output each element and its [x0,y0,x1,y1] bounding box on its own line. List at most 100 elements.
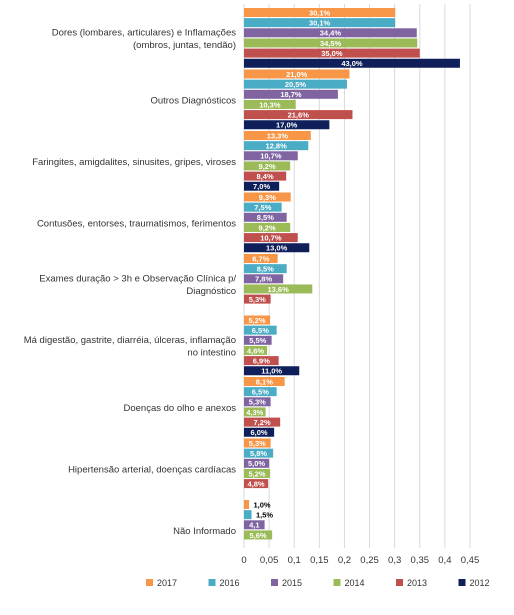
data-label: 4,1 [249,521,259,530]
data-label: 1,0% [253,500,270,509]
bar-2017 [244,131,311,140]
x-tick-label: 0,1 [288,555,301,566]
legend-label: 2013 [407,578,427,588]
data-label: 8,4% [257,172,274,181]
bar-2015 [244,458,270,468]
data-label: 6,5% [252,388,269,397]
category-label: Dores (lombares, articulares) e Inflamaç… [52,28,237,39]
data-label: 7,8% [255,275,272,284]
legend-label: 2016 [220,578,240,588]
bar-2017 [244,438,271,448]
data-labels: 30,1%30,1%34,4%34,5%35,0%43,0%21,0%20,5%… [246,8,363,539]
bar-2017 [244,500,250,509]
bar-2016 [244,387,277,397]
data-label: 7,5% [254,203,271,212]
data-label: 8,5% [257,213,274,222]
data-label: 7,2% [254,418,271,427]
bar-2014 [244,345,268,355]
data-label: 10,7% [260,152,282,161]
bar-2015 [244,28,417,38]
bar-2016 [244,18,396,28]
category-label: Contusões, entorses, traumatismos, ferim… [37,218,236,229]
data-label: 35,0% [321,49,343,58]
bar-2012 [244,427,275,437]
x-tick-labels: 0 0,05 0,1 0,15 0,2 0,25 0,3 0,35 0,4 0,45 [241,555,479,566]
data-label: 20,5% [285,80,307,89]
category-label: Hipertensão arterial, doenças cardíacas [68,464,236,475]
bar-2012 [244,243,310,253]
bar-2013 [244,171,287,181]
x-tick-label: 0,4 [438,555,451,566]
bar-2013 [244,233,298,243]
data-label: 9,2% [259,162,276,171]
bar-2016 [244,448,274,458]
bar-2014 [244,284,313,294]
bar-2012 [244,58,460,68]
bar-2012 [244,366,300,376]
bar-2013 [244,48,420,58]
bar-2015 [244,335,272,345]
data-label: 4,8% [247,480,264,489]
data-label: 5,5% [249,336,266,345]
bar-2015 [244,151,298,161]
data-label: 43,0% [341,59,363,68]
data-label: 17,0% [276,121,298,130]
legend: 2017 2016 2015 2014 2013 2012 [146,578,490,588]
data-label: 4,6% [247,346,264,355]
data-label: 5,0% [248,459,265,468]
bar-2013 [244,356,279,366]
data-label: 18,7% [280,90,302,99]
category-labels: Dores (lombares, articulares) e Inflamaç… [24,28,237,537]
bar-2013 [244,479,269,489]
legend-label: 2017 [157,578,177,588]
x-tick-label: 0,05 [260,555,279,566]
bar-2017 [244,69,350,79]
bar-2016 [244,325,277,335]
bar-2012 [244,181,280,191]
category-label: no intestino [187,348,236,359]
bar-2015 [244,212,287,222]
data-label: 21,6% [288,111,310,120]
bar-2017 [244,8,396,17]
data-label: 13,0% [266,244,288,253]
legend-swatch-2013 [396,579,403,586]
bar-2017 [244,377,285,386]
data-label: 9,2% [259,223,276,232]
data-label: 9,3% [259,193,276,202]
bar-2017 [244,315,271,325]
bar-2017 [244,192,291,202]
x-tick-label: 0,25 [360,555,379,566]
data-label: 34,4% [320,29,342,38]
bar-2015 [244,520,265,530]
bar-2016 [244,264,287,274]
category-label: Não Informado [173,526,236,537]
legend-swatch-2016 [208,579,216,586]
legend-swatch-2012 [458,579,466,586]
bar-2016 [244,202,282,212]
data-label: 34,5% [320,39,342,48]
x-tick-label: 0,45 [461,555,480,566]
bar-2012 [244,120,330,130]
bar-2014 [244,38,418,48]
bar-2015 [244,397,271,407]
data-label: 6,5% [252,326,269,335]
category-label: (ombros, juntas, tendão) [133,40,236,51]
bar-2016 [244,141,309,151]
bar-2016 [244,79,347,89]
data-label: 8,1% [256,377,273,386]
data-label: 5,3% [249,439,266,448]
bar-2014 [244,99,296,109]
legend-swatch-2014 [333,579,341,586]
category-label: Má digestão, gastrite, diarréia, úlceras… [24,335,236,346]
data-label: 6,0% [251,428,268,437]
bar-2014 [244,407,266,417]
legend-swatch-2015 [271,579,278,586]
data-label: 1,5% [256,511,273,520]
category-label: Exames duração > 3h e Observação Clínica… [39,274,236,285]
bar-2014 [244,530,273,540]
data-label: 5,3% [249,398,266,407]
data-label: 13,6% [268,285,290,294]
data-label: 5,3% [249,295,266,304]
data-label: 12,8% [266,142,288,151]
